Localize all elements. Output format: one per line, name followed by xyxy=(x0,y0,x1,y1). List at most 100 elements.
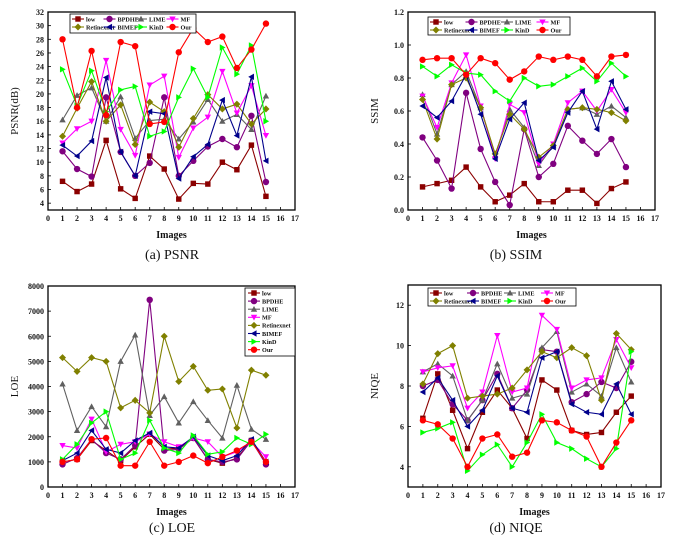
niqe-legend-label: LIME xyxy=(518,290,535,297)
ssim-point-bimef xyxy=(535,157,542,164)
ssim-point-our xyxy=(419,56,426,64)
psnr-series-bimef xyxy=(59,73,269,182)
loe-x-tick-label: 14 xyxy=(247,491,255,500)
niqe-point-our xyxy=(628,417,635,424)
psnr-point-bimef xyxy=(146,108,153,115)
ssim-x-tick-label: 11 xyxy=(564,214,572,223)
psnr-point-low xyxy=(263,193,269,200)
niqe-point-retinexnet xyxy=(434,350,442,358)
ssim-point-low xyxy=(506,192,513,198)
loe-y-tick-label: 6000 xyxy=(28,332,44,341)
psnr-caption: (a) PSNR xyxy=(144,248,200,263)
ssim-point-bpdhe xyxy=(433,157,441,164)
psnr-y-tick-label: 30 xyxy=(36,22,44,31)
niqe-point-mf xyxy=(598,375,605,382)
loe-legend-swatch-marker xyxy=(251,290,257,296)
niqe-point-our xyxy=(538,417,546,424)
loe-point-retinexnet xyxy=(117,404,125,412)
loe-point-mf xyxy=(59,442,66,449)
niqe-point-our xyxy=(523,449,531,456)
niqe-point-bimef xyxy=(464,423,471,430)
psnr-legend-label: BIMEF xyxy=(118,24,139,31)
ssim-point-retinexnet xyxy=(607,109,615,117)
psnr-x-tick-label: 1 xyxy=(61,214,65,223)
niqe-point-mf xyxy=(419,369,427,376)
ssim-point-kind xyxy=(594,78,601,85)
niqe-series-kind xyxy=(420,348,635,475)
ssim-x-tick-label: 1 xyxy=(421,214,425,223)
loe-point-bpdhe xyxy=(146,296,153,304)
ssim-point-kind xyxy=(507,97,513,105)
niqe-y-tick-label: 10 xyxy=(396,342,404,351)
psnr-plot-frame xyxy=(47,11,296,211)
psnr-legend-swatch-marker xyxy=(169,16,176,23)
psnr-point-our xyxy=(146,120,153,128)
psnr-point-kind xyxy=(147,133,153,140)
psnr-point-our xyxy=(175,49,182,56)
niqe-x-tick-label: 8 xyxy=(525,491,529,500)
ssim-point-low xyxy=(434,180,440,187)
psnr-point-mf xyxy=(219,68,226,75)
psnr-point-kind xyxy=(118,86,124,94)
niqe-point-bimef xyxy=(419,388,426,396)
loe-x-tick-label: 1 xyxy=(61,491,65,500)
psnr-point-low xyxy=(190,180,197,187)
psnr-point-mf xyxy=(88,118,95,125)
ssim-point-bimef xyxy=(550,144,556,151)
loe-point-retinexnet xyxy=(189,362,197,370)
loe-x-tick-label: 16 xyxy=(276,491,284,500)
ssim-point-low xyxy=(536,199,542,205)
ssim-point-our xyxy=(622,51,630,59)
niqe-legend-label: MF xyxy=(555,290,565,297)
psnr-point-lime xyxy=(219,118,226,124)
ssim-legend-swatch-marker xyxy=(539,19,546,26)
ssim-point-our xyxy=(477,55,484,62)
psnr-point-our xyxy=(262,20,270,27)
loe-point-our xyxy=(190,452,197,459)
loe-x-tick-label: 9 xyxy=(177,491,181,500)
loe-x-tick-label: 13 xyxy=(233,491,241,500)
psnr-point-retinexnet xyxy=(102,117,110,125)
loe-x-tick-label: 0 xyxy=(46,491,50,500)
ssim-legend-label: Retinexnet xyxy=(444,27,473,34)
ssim-caption: (b) SSIM xyxy=(489,248,543,263)
loe-point-retinexnet xyxy=(247,366,255,374)
ssim-point-bimef xyxy=(622,106,629,113)
ssim-point-low xyxy=(550,199,557,205)
niqe-series-mf xyxy=(419,312,635,412)
ssim-x-tick-label: 2 xyxy=(435,214,439,223)
ssim-x-tick-label: 16 xyxy=(636,214,644,223)
psnr-point-kind xyxy=(190,65,197,72)
niqe-point-our xyxy=(494,431,501,438)
psnr-legend-swatch-marker xyxy=(106,15,113,23)
ssim-point-bimef xyxy=(491,155,498,163)
niqe-point-retinexnet xyxy=(538,348,546,356)
loe-caption: (c) LOE xyxy=(148,521,196,536)
ssim-y-axis-label: SSIM xyxy=(369,98,381,124)
ssim-legend-label: BIMEF xyxy=(480,27,501,34)
psnr-point-bpdhe xyxy=(161,94,168,101)
niqe-legend-label: Our xyxy=(555,298,566,305)
niqe-point-bimef xyxy=(449,396,456,404)
loe-legend-swatch-marker xyxy=(250,321,258,329)
loe-point-lime xyxy=(233,382,241,388)
niqe-point-lime xyxy=(598,392,605,399)
niqe-point-bimef xyxy=(553,348,560,355)
niqe-point-our xyxy=(598,463,605,470)
niqe-point-our xyxy=(508,453,516,460)
ssim-point-low xyxy=(448,177,455,184)
ssim-legend-label: LIME xyxy=(515,19,532,26)
psnr-legend-swatch-marker xyxy=(169,23,176,31)
loe-point-our xyxy=(59,458,66,466)
niqe-point-bimef xyxy=(523,409,530,416)
niqe-y-tick-label: 12 xyxy=(396,301,404,310)
loe-chart: 0 1 2 3 4 5 6 7 8 9 10 11 12 13 14 15 16 1701000200030004… xyxy=(9,282,299,518)
ssim-x-tick-label: 17 xyxy=(651,214,659,223)
ssim-legend-label: Our xyxy=(551,27,562,34)
niqe-point-low xyxy=(494,387,501,393)
niqe-point-our xyxy=(613,439,620,446)
niqe-point-lime xyxy=(479,396,486,403)
niqe-point-kind xyxy=(584,455,590,462)
niqe-point-kind xyxy=(479,451,486,458)
